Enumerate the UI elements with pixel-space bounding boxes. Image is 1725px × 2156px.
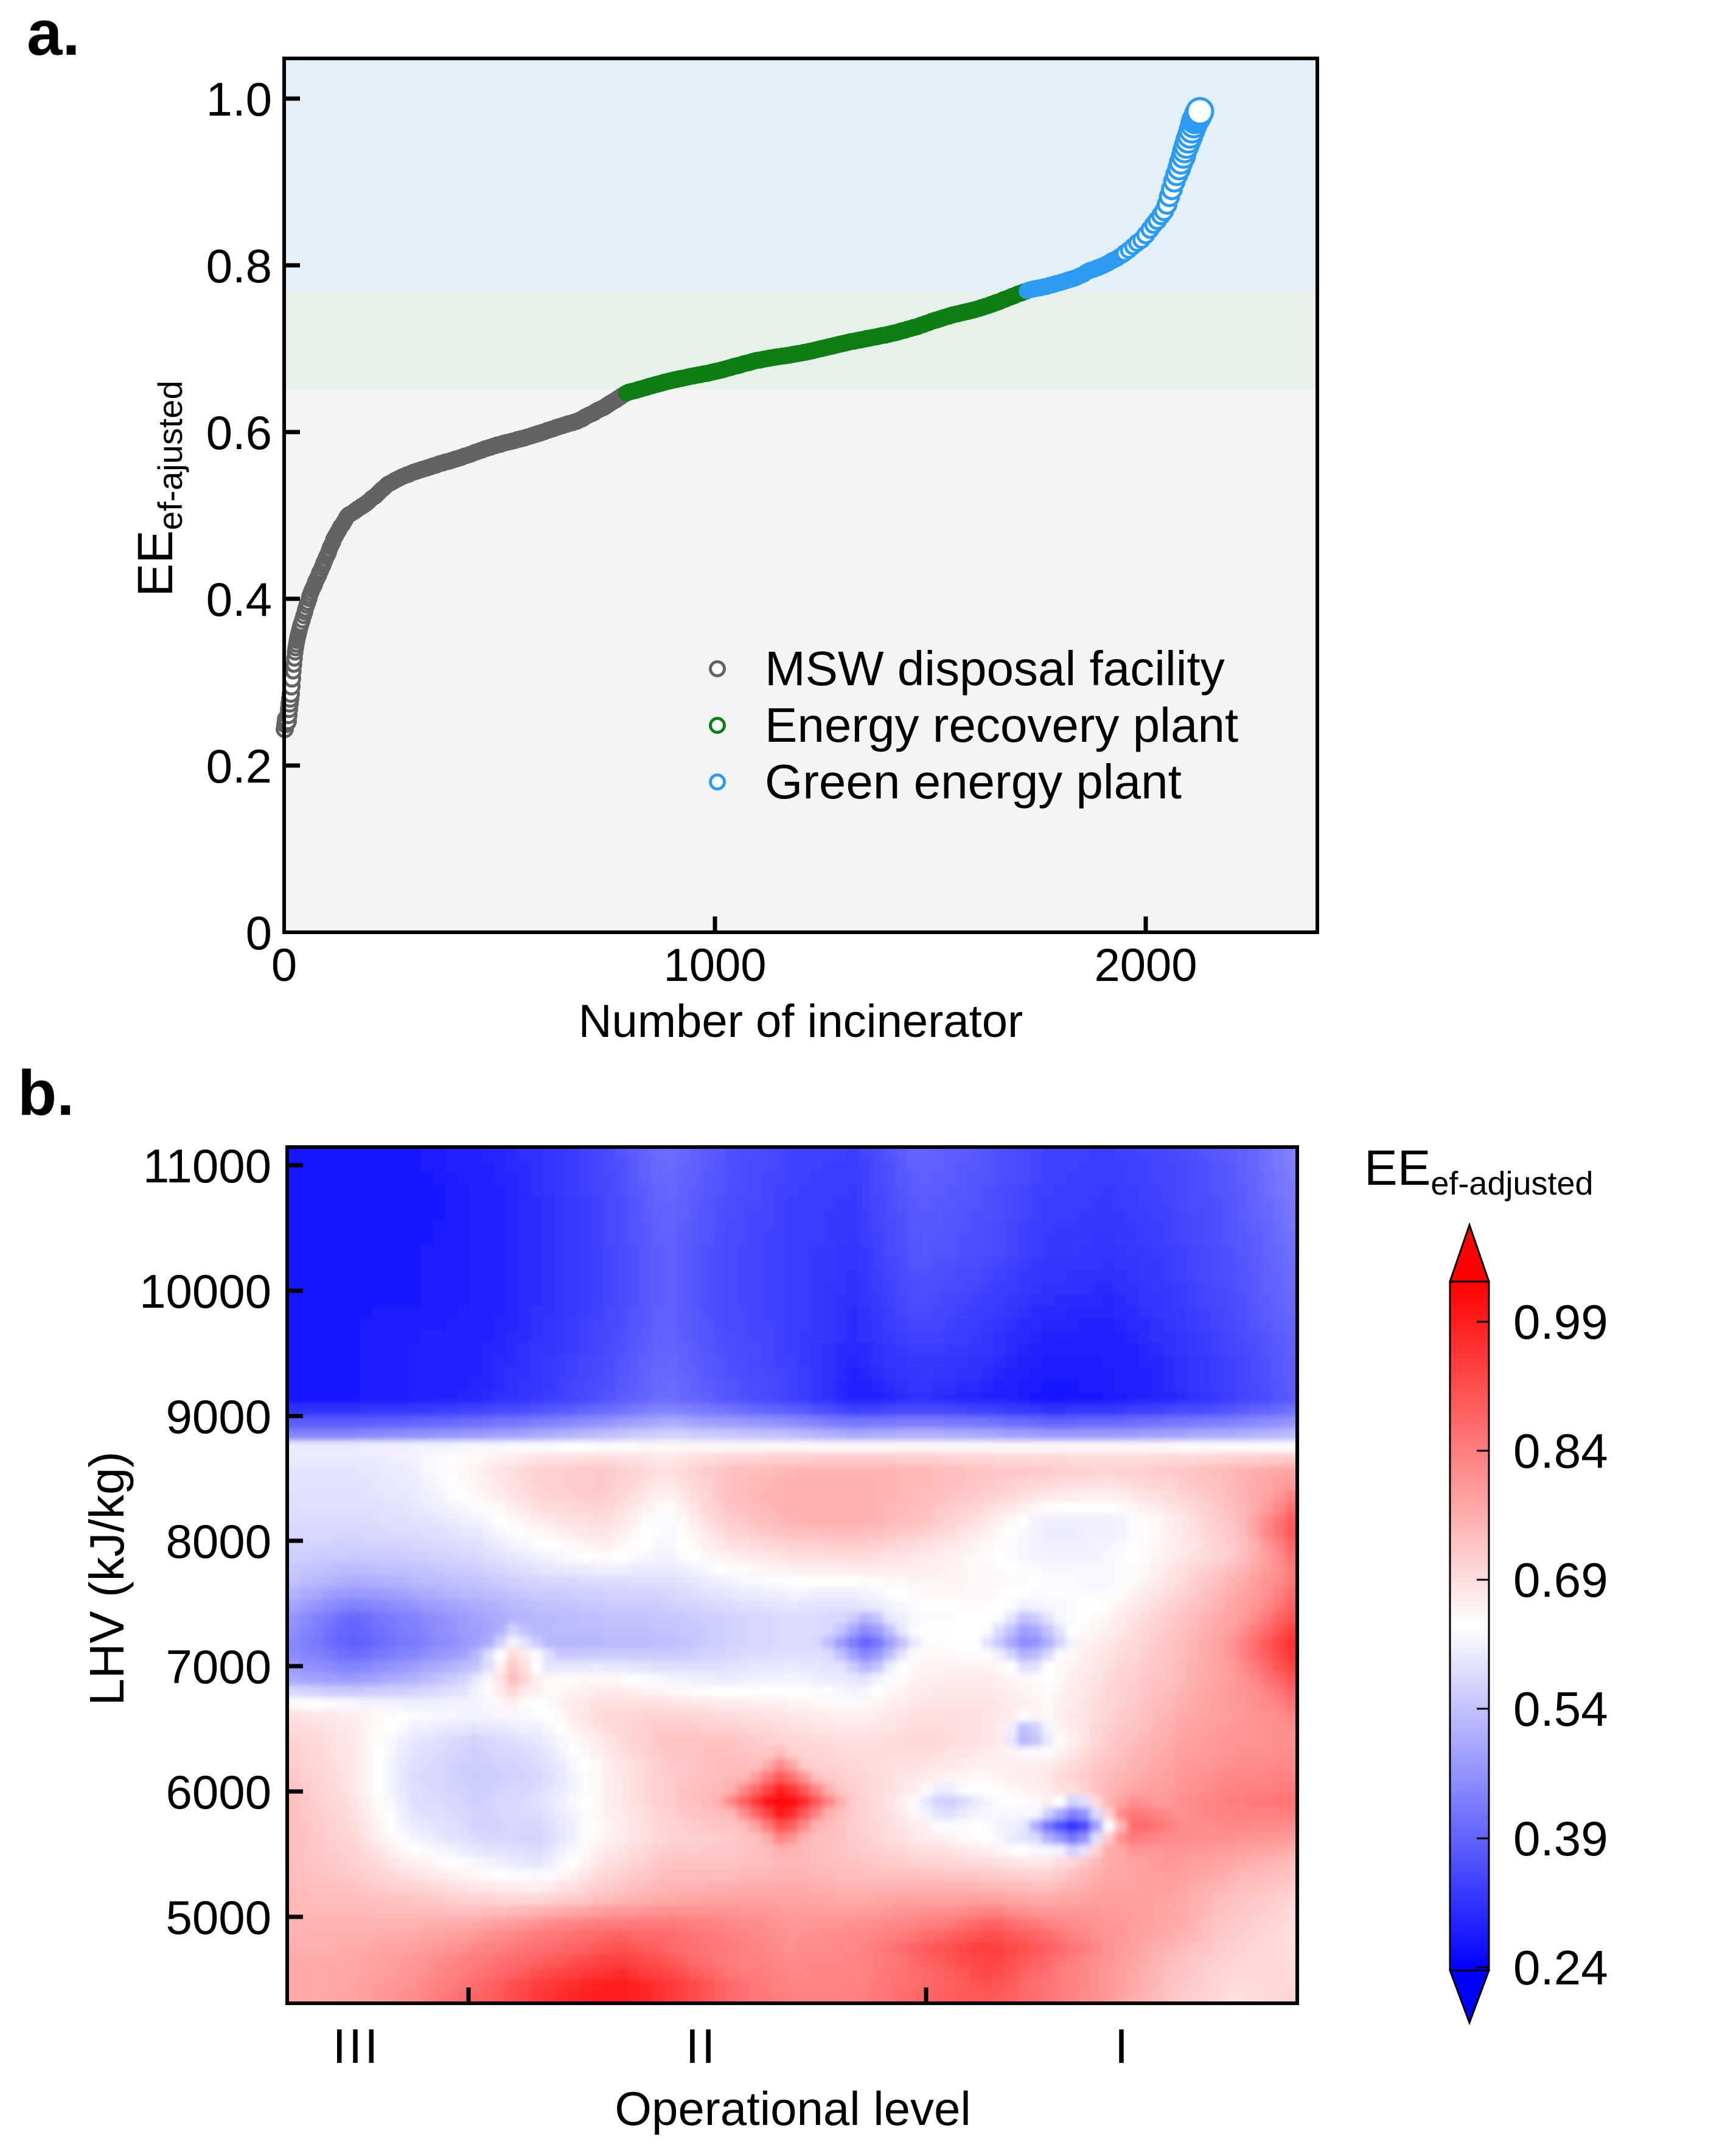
svg-text:Number of incinerator: Number of incinerator xyxy=(579,996,1023,1047)
svg-text:0: 0 xyxy=(271,940,297,991)
svg-text:EEef-ajusted: EEef-ajusted xyxy=(128,380,189,596)
svg-text:0.2: 0.2 xyxy=(206,739,272,793)
svg-text:a.: a. xyxy=(27,0,80,69)
svg-text:0: 0 xyxy=(246,906,272,960)
svg-text:Green energy plant: Green energy plant xyxy=(765,755,1182,809)
svg-text:2000: 2000 xyxy=(1094,940,1197,991)
svg-text:0.6: 0.6 xyxy=(206,406,272,459)
svg-text:0.8: 0.8 xyxy=(206,239,272,293)
svg-text:1000: 1000 xyxy=(663,940,766,991)
svg-text:MSW disposal facility: MSW disposal facility xyxy=(765,641,1225,696)
svg-text:1.0: 1.0 xyxy=(206,72,272,126)
svg-text:0.4: 0.4 xyxy=(206,573,272,626)
svg-text:Energy recovery plant: Energy recovery plant xyxy=(765,698,1238,752)
